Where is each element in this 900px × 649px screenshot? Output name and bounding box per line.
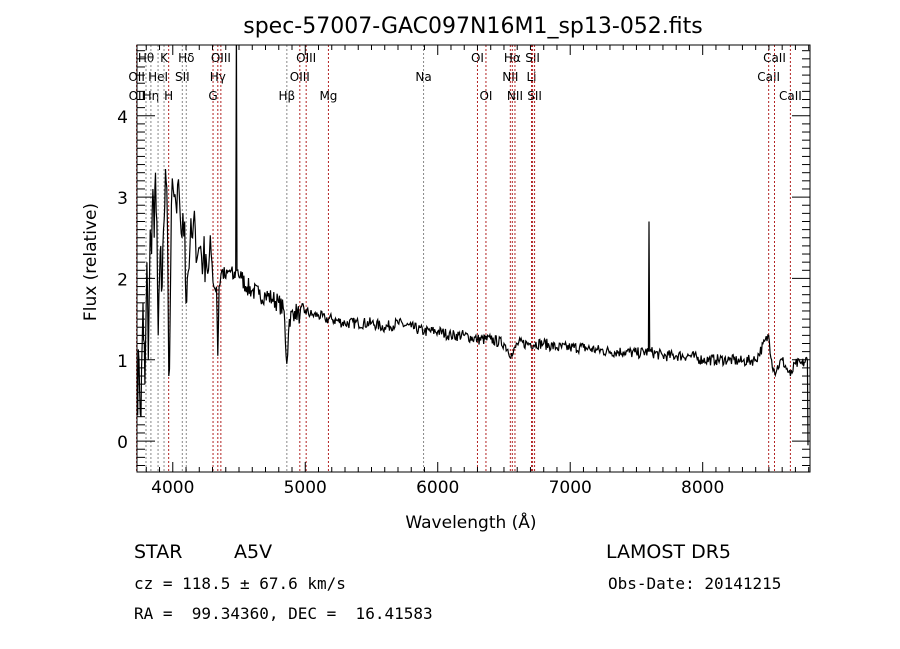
obs-date: Obs-Date: 20141215 (608, 574, 782, 593)
x-tick-label: 7000 (549, 478, 592, 498)
object-class: STAR (134, 541, 183, 563)
plot-frame (136, 44, 811, 473)
y-tick-label: 2 (117, 270, 128, 290)
x-axis-label: Wavelength (Å) (405, 511, 536, 533)
marker-label: G (208, 89, 217, 103)
marker-label: SII (525, 51, 540, 65)
x-tick-label: 8000 (681, 478, 724, 498)
marker-label: NII (507, 89, 523, 103)
marker-label: Hα (504, 51, 521, 65)
marker-label: OIII (296, 51, 316, 65)
marker-label: H (164, 89, 173, 103)
marker-label: OIII (290, 70, 310, 84)
y-axis-label: Flux (relative) (81, 203, 101, 321)
marker-label: Hδ (178, 51, 194, 65)
spectrum-line (137, 45, 809, 446)
x-tick-label: 5000 (284, 478, 327, 498)
redshift-cz: cz = 118.5 ± 67.6 km/s (134, 574, 346, 593)
marker-label: OI (479, 89, 492, 103)
y-tick-label: 4 (117, 108, 128, 128)
marker-label: NII (502, 70, 518, 84)
x-tick-label: 6000 (416, 478, 459, 498)
y-tick-label: 1 (117, 352, 128, 372)
coordinates: RA = 99.34360, DEC = 16.41583 (134, 604, 433, 623)
object-subclass: A5V (234, 541, 273, 563)
marker-label: Hγ (210, 70, 226, 84)
marker-label: Na (415, 70, 431, 84)
marker-label: Hβ (278, 89, 295, 103)
x-tick-label: 4000 (151, 478, 194, 498)
line-markers: OIIOIIHθHηHeIKHSIIHδGHγOIIIHβOIIIOIIIMgN… (128, 45, 802, 472)
chart-title: spec-57007-GAC097N16M1_sp13-052.fits (243, 14, 703, 39)
marker-label: CaII (763, 51, 786, 65)
marker-label: Mg (319, 89, 337, 103)
marker-label: CaII (757, 70, 780, 84)
axes: 4000 5000 6000 7000 8000 0 1 2 3 4 (117, 45, 810, 498)
y-tick-label: 0 (117, 433, 128, 453)
marker-label: OI (471, 51, 484, 65)
series-group (137, 45, 809, 446)
marker-label: HeI (148, 70, 168, 84)
marker-label: SII (175, 70, 190, 84)
marker-label: K (160, 51, 169, 65)
marker-label: Hθ (138, 51, 154, 65)
marker-label: CaII (779, 89, 802, 103)
marker-label: Li (527, 70, 537, 84)
marker-label: Hη (143, 89, 160, 103)
marker-label: OIII (211, 51, 231, 65)
y-tick-label: 3 (117, 189, 128, 209)
marker-label: SII (527, 89, 542, 103)
survey-name: LAMOST DR5 (606, 541, 731, 563)
